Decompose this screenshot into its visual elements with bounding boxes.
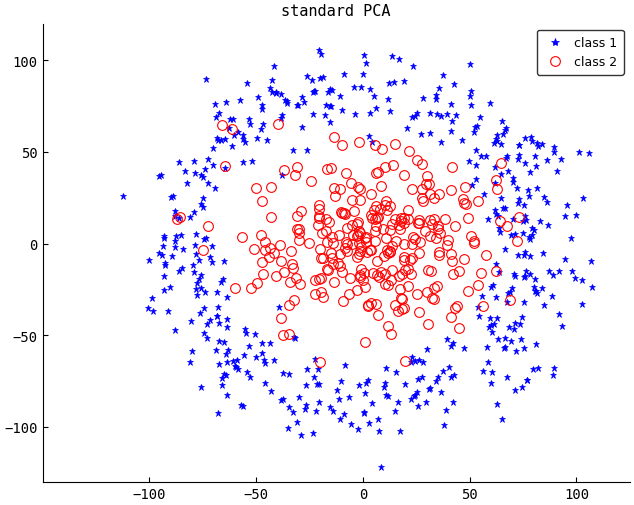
Title: standard PCA: standard PCA [281, 4, 391, 19]
Legend: class 1, class 2: class 1, class 2 [537, 31, 624, 75]
